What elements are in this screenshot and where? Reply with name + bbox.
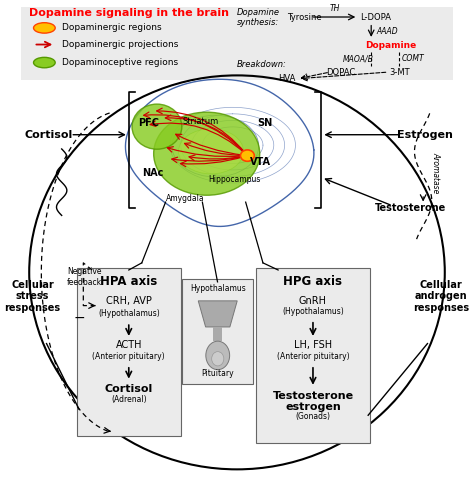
Text: (Anterior pituitary): (Anterior pituitary) (277, 352, 349, 361)
Text: (Anterior pituitary): (Anterior pituitary) (92, 352, 165, 361)
Text: Cellular
androgen
responses: Cellular androgen responses (413, 279, 469, 313)
Text: DOPAC: DOPAC (326, 68, 356, 76)
Text: 3-MT: 3-MT (389, 68, 410, 76)
Text: VTA: VTA (250, 157, 271, 167)
Text: Striatum: Striatum (182, 117, 219, 126)
Text: L-DOPA: L-DOPA (360, 13, 392, 21)
Text: Hippocampus: Hippocampus (209, 175, 261, 184)
Text: Dopamine signaling in the brain: Dopamine signaling in the brain (29, 8, 229, 18)
Text: CRH, AVP: CRH, AVP (106, 296, 152, 306)
Text: SN: SN (257, 118, 273, 128)
Text: Aromatase: Aromatase (432, 152, 441, 194)
Ellipse shape (154, 112, 260, 195)
Text: (Gonads): (Gonads) (295, 412, 330, 422)
Text: COMT: COMT (401, 54, 424, 63)
Text: GnRH: GnRH (299, 296, 327, 306)
Text: Dopaminoceptive regions: Dopaminoceptive regions (62, 58, 178, 67)
Text: estrogen: estrogen (285, 402, 341, 412)
Ellipse shape (206, 341, 229, 370)
Ellipse shape (34, 57, 55, 68)
Text: HVA: HVA (278, 74, 295, 83)
Ellipse shape (212, 352, 224, 366)
Text: Negative
feedback: Negative feedback (67, 268, 102, 287)
Text: Dopaminergic regions: Dopaminergic regions (62, 23, 161, 32)
Text: Dopamine: Dopamine (365, 41, 416, 50)
Polygon shape (198, 301, 237, 327)
Text: LH, FSH: LH, FSH (294, 340, 332, 350)
Text: Hypothalamus: Hypothalamus (190, 284, 246, 293)
Ellipse shape (240, 150, 255, 161)
Text: Tyrosine: Tyrosine (287, 13, 321, 21)
Ellipse shape (179, 129, 244, 174)
Text: (Hypothalamus): (Hypothalamus) (282, 307, 344, 316)
Text: MAOA/B: MAOA/B (343, 54, 374, 63)
Text: PFC: PFC (138, 118, 159, 128)
Text: Estrogen: Estrogen (397, 130, 453, 140)
Text: Cortisol: Cortisol (25, 130, 73, 140)
Text: Breakdown:: Breakdown: (237, 60, 287, 69)
Text: Cortisol: Cortisol (105, 384, 153, 394)
Text: Pituitary: Pituitary (201, 369, 234, 378)
Text: −: − (73, 310, 85, 324)
Text: HPA axis: HPA axis (100, 275, 157, 288)
FancyBboxPatch shape (182, 279, 254, 384)
Text: Amygdala: Amygdala (166, 194, 204, 203)
Text: (Hypothalamus): (Hypothalamus) (98, 309, 160, 318)
Text: Dopamine
synthesis:: Dopamine synthesis: (237, 8, 280, 28)
Text: Dopaminergic projections: Dopaminergic projections (62, 40, 178, 49)
Text: (Adrenal): (Adrenal) (111, 395, 146, 404)
FancyBboxPatch shape (20, 80, 454, 481)
Text: Testosterone: Testosterone (273, 391, 354, 401)
Text: NAc: NAc (142, 167, 163, 178)
FancyBboxPatch shape (213, 327, 222, 341)
Ellipse shape (132, 104, 182, 149)
Text: TH: TH (329, 4, 339, 13)
Polygon shape (126, 79, 314, 227)
Text: HPG axis: HPG axis (283, 275, 343, 288)
Text: Cellular
stress
responses: Cellular stress responses (5, 279, 61, 313)
FancyBboxPatch shape (255, 268, 370, 443)
Text: Testosterone: Testosterone (374, 203, 446, 213)
Ellipse shape (34, 23, 55, 33)
FancyBboxPatch shape (77, 268, 181, 436)
FancyBboxPatch shape (20, 7, 454, 80)
Text: AAAD: AAAD (376, 27, 398, 36)
Text: ACTH: ACTH (116, 340, 142, 350)
